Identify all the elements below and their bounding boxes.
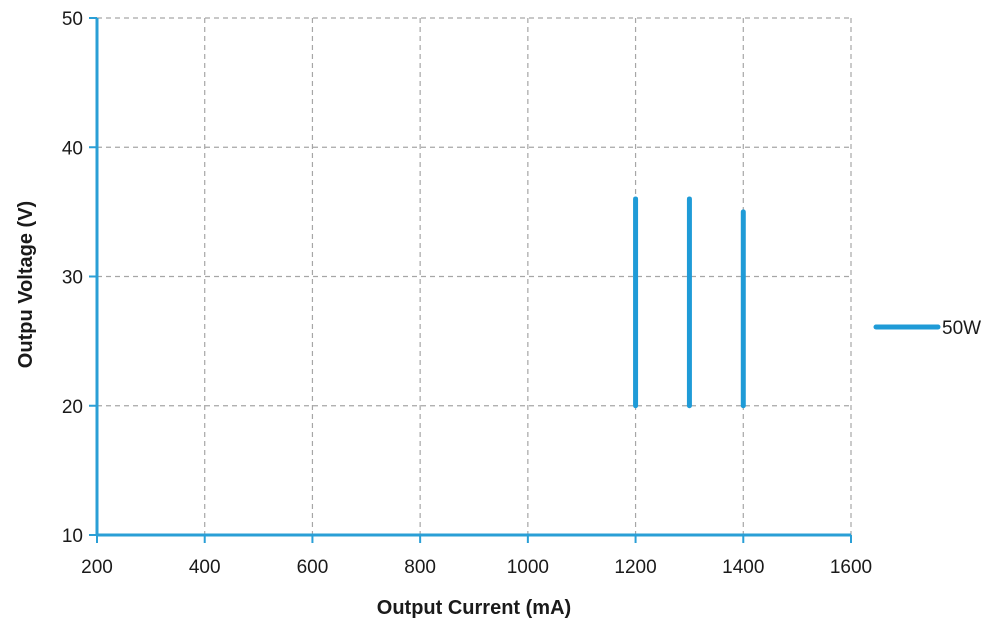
- y-tick-label-40: 40: [62, 138, 83, 159]
- legend-label-50w: 50W: [942, 318, 981, 339]
- x-tick-label-1000: 1000: [507, 557, 549, 578]
- x-tick-label-600: 600: [297, 557, 329, 578]
- x-axis-title: Output Current (mA): [377, 597, 571, 619]
- y-tick-label-50: 50: [62, 9, 83, 30]
- x-tick-label-800: 800: [404, 557, 436, 578]
- y-tick-label-20: 20: [62, 397, 83, 418]
- x-tick-label-1200: 1200: [614, 557, 656, 578]
- series-lines: [633, 196, 746, 409]
- x-tick-label-1400: 1400: [722, 557, 764, 578]
- y-tick-label-30: 30: [62, 268, 83, 289]
- y-axis-title: Outpu Voltage (V): [15, 201, 37, 368]
- axes: [89, 17, 852, 543]
- x-tick-label-1600: 1600: [830, 557, 872, 578]
- legend: 50W: [873, 318, 981, 339]
- grid: [97, 17, 852, 535]
- y-tick-label-10: 10: [62, 526, 83, 547]
- x-tick-label-200: 200: [81, 557, 113, 578]
- x-tick-label-400: 400: [189, 557, 221, 578]
- tick-labels: 10 20 30 40 50 200 400 600 800 1000 1200 1400 1600: [62, 9, 872, 578]
